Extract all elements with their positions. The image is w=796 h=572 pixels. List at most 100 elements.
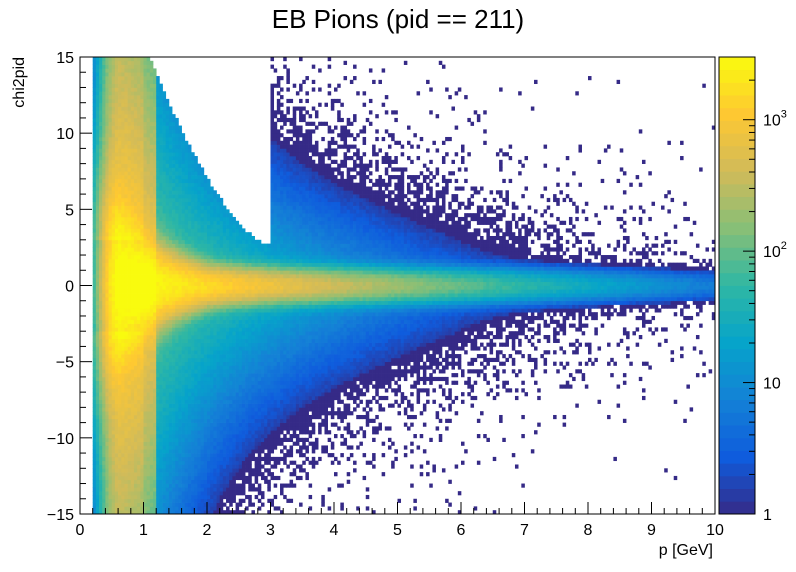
heatmap-cell: [165, 178, 170, 184]
heatmap-cell: [229, 483, 233, 488]
heatmap-cell: [118, 83, 122, 88]
heatmap-cell: [232, 399, 236, 404]
heatmap-cell: [219, 251, 224, 256]
heatmap-cell: [194, 422, 198, 427]
heatmap-cell: [172, 395, 176, 401]
heatmap-cell: [99, 167, 103, 172]
heatmap-cell: [118, 239, 122, 244]
heatmap-cell: [181, 342, 186, 347]
heatmap-cell: [210, 502, 214, 507]
heatmap-cell: [207, 186, 211, 191]
heatmap-cell: [108, 491, 113, 496]
heatmap-cell: [111, 315, 116, 321]
heatmap-cell: [133, 426, 138, 431]
heatmap-cell: [175, 407, 179, 412]
heatmap-cell: [111, 361, 116, 366]
heatmap-cell: [219, 426, 224, 431]
heatmap-cell: [203, 232, 208, 237]
heatmap-cell: [184, 224, 189, 229]
heatmap-cell: [127, 456, 132, 462]
heatmap-cell: [133, 148, 138, 153]
heatmap-cell: [184, 407, 189, 412]
heatmap-cell: [149, 293, 154, 298]
heatmap-cell: [114, 136, 119, 142]
heatmap-cell: [178, 156, 182, 161]
heatmap-cell: [102, 361, 106, 366]
heatmap-cell: [111, 376, 116, 382]
heatmap-cell: [210, 354, 214, 359]
heatmap-cell: [121, 247, 125, 252]
heatmap-cell: [153, 167, 157, 172]
heatmap-cell: [102, 289, 106, 294]
heatmap-cell: [172, 129, 176, 134]
heatmap-cell: [121, 95, 125, 100]
heatmap-cell: [232, 331, 236, 336]
heatmap-cell: [159, 300, 163, 305]
heatmap-cell: [99, 197, 103, 203]
heatmap-cell: [102, 453, 106, 458]
heatmap-cell: [229, 487, 233, 492]
heatmap-cell: [127, 106, 132, 111]
heatmap-cell: [207, 182, 211, 187]
heatmap-cell: [121, 121, 125, 126]
heatmap-cell: [222, 296, 227, 302]
heatmap-cell: [165, 350, 170, 355]
heatmap-cell: [146, 350, 151, 355]
heatmap-cell: [219, 502, 224, 507]
heatmap-cell: [156, 125, 160, 130]
heatmap-cell: [111, 289, 116, 294]
heatmap-cell: [105, 388, 109, 393]
heatmap-cell: [127, 255, 132, 260]
heatmap-cell: [232, 441, 236, 446]
heatmap-cell: [92, 251, 97, 256]
heatmap-cell: [143, 182, 148, 187]
heatmap-cell: [149, 102, 154, 107]
heatmap-cell: [213, 194, 217, 199]
heatmap-cell: [99, 373, 103, 378]
heatmap-cell: [143, 365, 148, 370]
heatmap-cell: [149, 178, 154, 184]
heatmap-cell: [118, 361, 122, 366]
heatmap-cell: [143, 239, 148, 244]
heatmap-cell: [146, 468, 151, 473]
heatmap-cell: [146, 338, 151, 343]
heatmap-cell: [108, 76, 113, 81]
heatmap-cell: [133, 91, 138, 96]
heatmap-cell: [213, 399, 217, 404]
heatmap-cell: [114, 186, 119, 191]
heatmap-cell: [130, 110, 135, 115]
heatmap-cell: [133, 430, 138, 435]
heatmap-cell: [207, 491, 211, 496]
heatmap-cell: [229, 220, 233, 225]
heatmap-cell: [194, 213, 198, 218]
heatmap-cell: [197, 308, 201, 313]
heatmap-cell: [178, 319, 182, 324]
heatmap-cell: [207, 483, 211, 488]
heatmap-cell: [238, 327, 243, 332]
heatmap-cell: [108, 186, 113, 191]
heatmap-cell: [168, 110, 173, 115]
heatmap-cell: [114, 171, 119, 176]
heatmap-cell: [219, 277, 224, 283]
heatmap-cell: [140, 235, 144, 241]
heatmap-cell: [203, 350, 208, 355]
heatmap-cell: [232, 274, 236, 279]
heatmap-cell: [146, 475, 151, 481]
heatmap-cell: [143, 498, 148, 503]
heatmap-cell: [162, 171, 167, 176]
heatmap-cell: [165, 369, 170, 374]
heatmap-cell: [226, 304, 230, 309]
heatmap-cell: [175, 437, 179, 442]
heatmap-cell: [241, 270, 246, 275]
heatmap-cell: [111, 83, 116, 88]
heatmap-cell: [156, 197, 160, 203]
heatmap-cell: [203, 182, 208, 187]
heatmap-cell: [111, 121, 116, 126]
heatmap-cell: [191, 247, 195, 252]
heatmap-cell: [175, 178, 179, 184]
heatmap-cell: [172, 175, 176, 180]
heatmap-cell: [235, 274, 240, 279]
heatmap-cell: [172, 117, 176, 123]
heatmap-cell: [191, 293, 195, 298]
heatmap-cell: [153, 114, 157, 119]
